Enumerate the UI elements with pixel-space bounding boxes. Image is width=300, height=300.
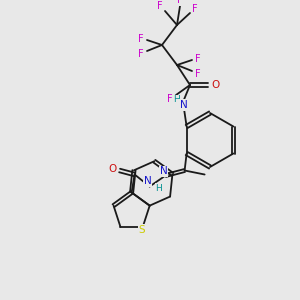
Text: F: F — [177, 0, 183, 5]
Text: F: F — [195, 54, 201, 64]
Text: N: N — [180, 100, 188, 110]
Text: F: F — [192, 4, 198, 14]
Text: S: S — [139, 225, 145, 235]
Text: F: F — [167, 94, 173, 104]
Text: O: O — [211, 80, 219, 90]
Text: H: H — [172, 95, 179, 104]
Text: O: O — [109, 164, 117, 175]
Text: F: F — [157, 1, 163, 11]
Text: N: N — [144, 176, 152, 187]
Text: H: H — [155, 184, 162, 193]
Text: N: N — [160, 167, 167, 176]
Text: F: F — [138, 49, 144, 59]
Text: F: F — [138, 34, 144, 44]
Text: F: F — [195, 69, 201, 79]
